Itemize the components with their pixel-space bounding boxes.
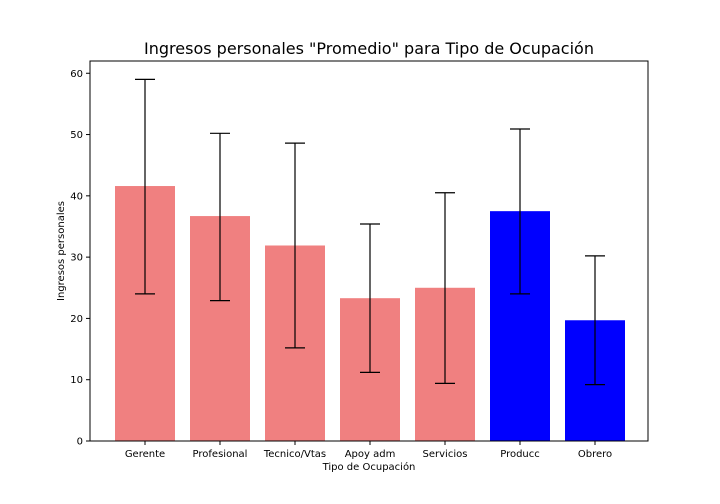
error-bar bbox=[585, 255, 605, 386]
x-tick-label: Profesional bbox=[193, 449, 248, 460]
x-tick-label: Tecnico/Vtas bbox=[263, 449, 326, 460]
y-tick-label: 10 bbox=[70, 375, 83, 386]
error-bar bbox=[135, 78, 155, 295]
x-tick-label: Apoy adm bbox=[345, 449, 396, 460]
x-tick-label: Producc bbox=[500, 449, 540, 460]
x-tick-label: Obrero bbox=[578, 449, 612, 460]
error-bar bbox=[285, 142, 305, 349]
chart-title: Ingresos personales "Promedio" para Tipo… bbox=[144, 39, 594, 58]
error-bar bbox=[510, 128, 530, 295]
x-axis: Gerente Profesional Tecnico/Vtas Apoy adm Se… bbox=[125, 441, 612, 460]
x-axis-label: Tipo de Ocupación bbox=[322, 461, 416, 473]
y-axis: 0 10 20 30 40 50 60 bbox=[70, 69, 90, 448]
y-tick-label: 30 bbox=[70, 253, 83, 264]
x-tick-label: Servicios bbox=[423, 449, 468, 460]
error-bars-layer bbox=[135, 78, 605, 386]
plot-area-frame bbox=[89, 60, 649, 442]
y-tick-label: 0 bbox=[77, 437, 83, 448]
error-bar bbox=[360, 223, 380, 373]
y-tick-label: 40 bbox=[70, 191, 83, 202]
y-tick-label: 60 bbox=[70, 69, 83, 80]
error-bar bbox=[210, 132, 230, 302]
y-axis-label: Ingresos personales bbox=[56, 201, 67, 301]
error-bar bbox=[435, 192, 455, 384]
y-tick-label: 20 bbox=[70, 314, 83, 325]
y-tick-label: 50 bbox=[70, 130, 83, 141]
x-tick-label: Gerente bbox=[125, 449, 165, 460]
